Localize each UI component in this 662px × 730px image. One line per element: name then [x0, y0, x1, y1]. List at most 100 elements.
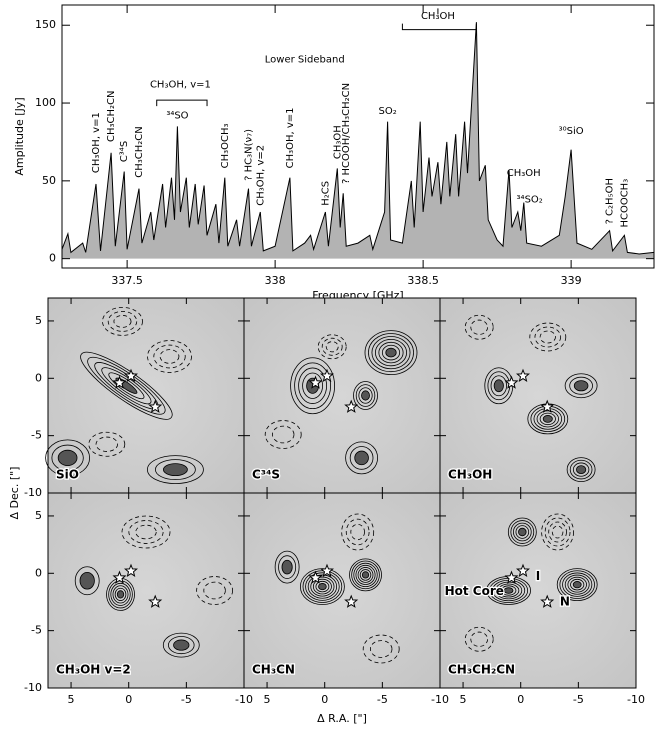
spectrum-line: [61, 22, 655, 255]
x-tick-label: 0: [321, 693, 328, 706]
y-tick-label: 5: [35, 509, 42, 522]
x-tick-label: 5: [460, 693, 467, 706]
source-star: [344, 399, 359, 413]
contour: [497, 583, 520, 598]
x-tick-label: -5: [377, 693, 388, 706]
contour: [298, 367, 328, 404]
contour: [503, 587, 514, 594]
source-star: [516, 563, 530, 578]
line-label: CH₃CH₂CN: [134, 126, 145, 177]
negative-contour: [264, 420, 302, 449]
contour: [570, 578, 585, 591]
source-star: [504, 570, 519, 584]
negative-contour: [548, 521, 567, 543]
negative-contour: [464, 314, 494, 340]
contour: [507, 517, 537, 547]
source-label: Hot Core: [445, 584, 504, 598]
contour: [79, 571, 95, 590]
panel-label: SiO: [56, 468, 79, 482]
negative-contour: [534, 326, 562, 348]
panel-frame: [439, 492, 637, 689]
bracket: [401, 8, 477, 31]
negative-contour: [345, 518, 370, 546]
y-tick-label: -10: [24, 486, 42, 499]
negative-contour: [529, 322, 567, 352]
source-star: [344, 594, 359, 608]
line-label: ? HC₃N(ν₇): [243, 129, 254, 181]
contour: [536, 410, 559, 428]
contour: [542, 415, 553, 423]
x-tick-label: 5: [264, 693, 271, 706]
contour: [559, 570, 595, 599]
line-label: CH₃OH: [332, 125, 343, 159]
source-star: [540, 594, 555, 608]
source-star: [516, 368, 530, 383]
contour: [539, 412, 556, 426]
contour: [112, 585, 129, 604]
source-star: [308, 570, 323, 584]
source-star: [504, 375, 519, 389]
contour: [146, 455, 204, 485]
contour: [354, 450, 369, 466]
line-label: ³⁴SO: [166, 110, 188, 121]
negative-contour: [102, 306, 143, 336]
y-tick-label: 150: [35, 18, 56, 31]
contour: [162, 463, 188, 477]
x-tick-label: 0: [125, 693, 132, 706]
negative-contour: [135, 524, 157, 540]
negative-contour: [464, 626, 494, 652]
source-star: [148, 399, 163, 413]
negative-contour: [470, 631, 489, 647]
y-tick-label: 50: [42, 174, 56, 187]
line-label: ³⁰SiO: [559, 126, 584, 137]
contour: [110, 582, 131, 606]
line-label: C³⁴S: [119, 141, 130, 162]
negative-contour: [325, 341, 339, 353]
contour: [355, 384, 376, 407]
contour: [290, 357, 336, 415]
y-tick-label: 0: [35, 371, 42, 384]
negative-contour: [470, 319, 489, 335]
source-star: [320, 368, 334, 383]
contour: [371, 336, 411, 370]
contour: [349, 558, 382, 592]
contour: [74, 566, 100, 596]
contour: [315, 580, 330, 593]
line-label: SO₂: [378, 106, 396, 117]
contour: [318, 583, 327, 591]
negative-contour: [203, 581, 226, 600]
contour: [357, 567, 374, 583]
contour: [493, 379, 504, 393]
contour: [361, 571, 370, 579]
contour: [385, 347, 397, 358]
source-star: [308, 375, 323, 389]
line-label: ? HCOOH/CH₃CH₂CN: [341, 83, 352, 184]
y-tick-label: 0: [35, 566, 42, 579]
bracket: [156, 99, 208, 107]
negative-contour: [113, 314, 132, 328]
source-star: [124, 563, 138, 578]
contour: [374, 338, 407, 367]
contour: [168, 636, 195, 655]
map-background: [48, 493, 244, 688]
contour: [349, 446, 374, 470]
negative-contour: [272, 425, 295, 444]
contour: [294, 362, 332, 410]
source-star: [320, 563, 334, 578]
negative-contour: [539, 330, 556, 344]
line-label: Lower Sideband: [265, 54, 345, 65]
contour: [513, 522, 532, 542]
negative-contour: [321, 337, 343, 356]
contour: [108, 372, 145, 400]
y-tick-label: 5: [35, 314, 42, 327]
negative-contour: [541, 513, 574, 551]
negative-contour: [551, 525, 564, 539]
source-star: [112, 375, 127, 389]
x-tick-label: 339: [561, 274, 582, 287]
line-label: H₂CS: [320, 181, 331, 206]
y-tick-label: 0: [49, 252, 56, 265]
line-label: CH₃OH, v=1: [91, 112, 102, 173]
contour: [116, 590, 125, 599]
contour: [556, 568, 598, 602]
